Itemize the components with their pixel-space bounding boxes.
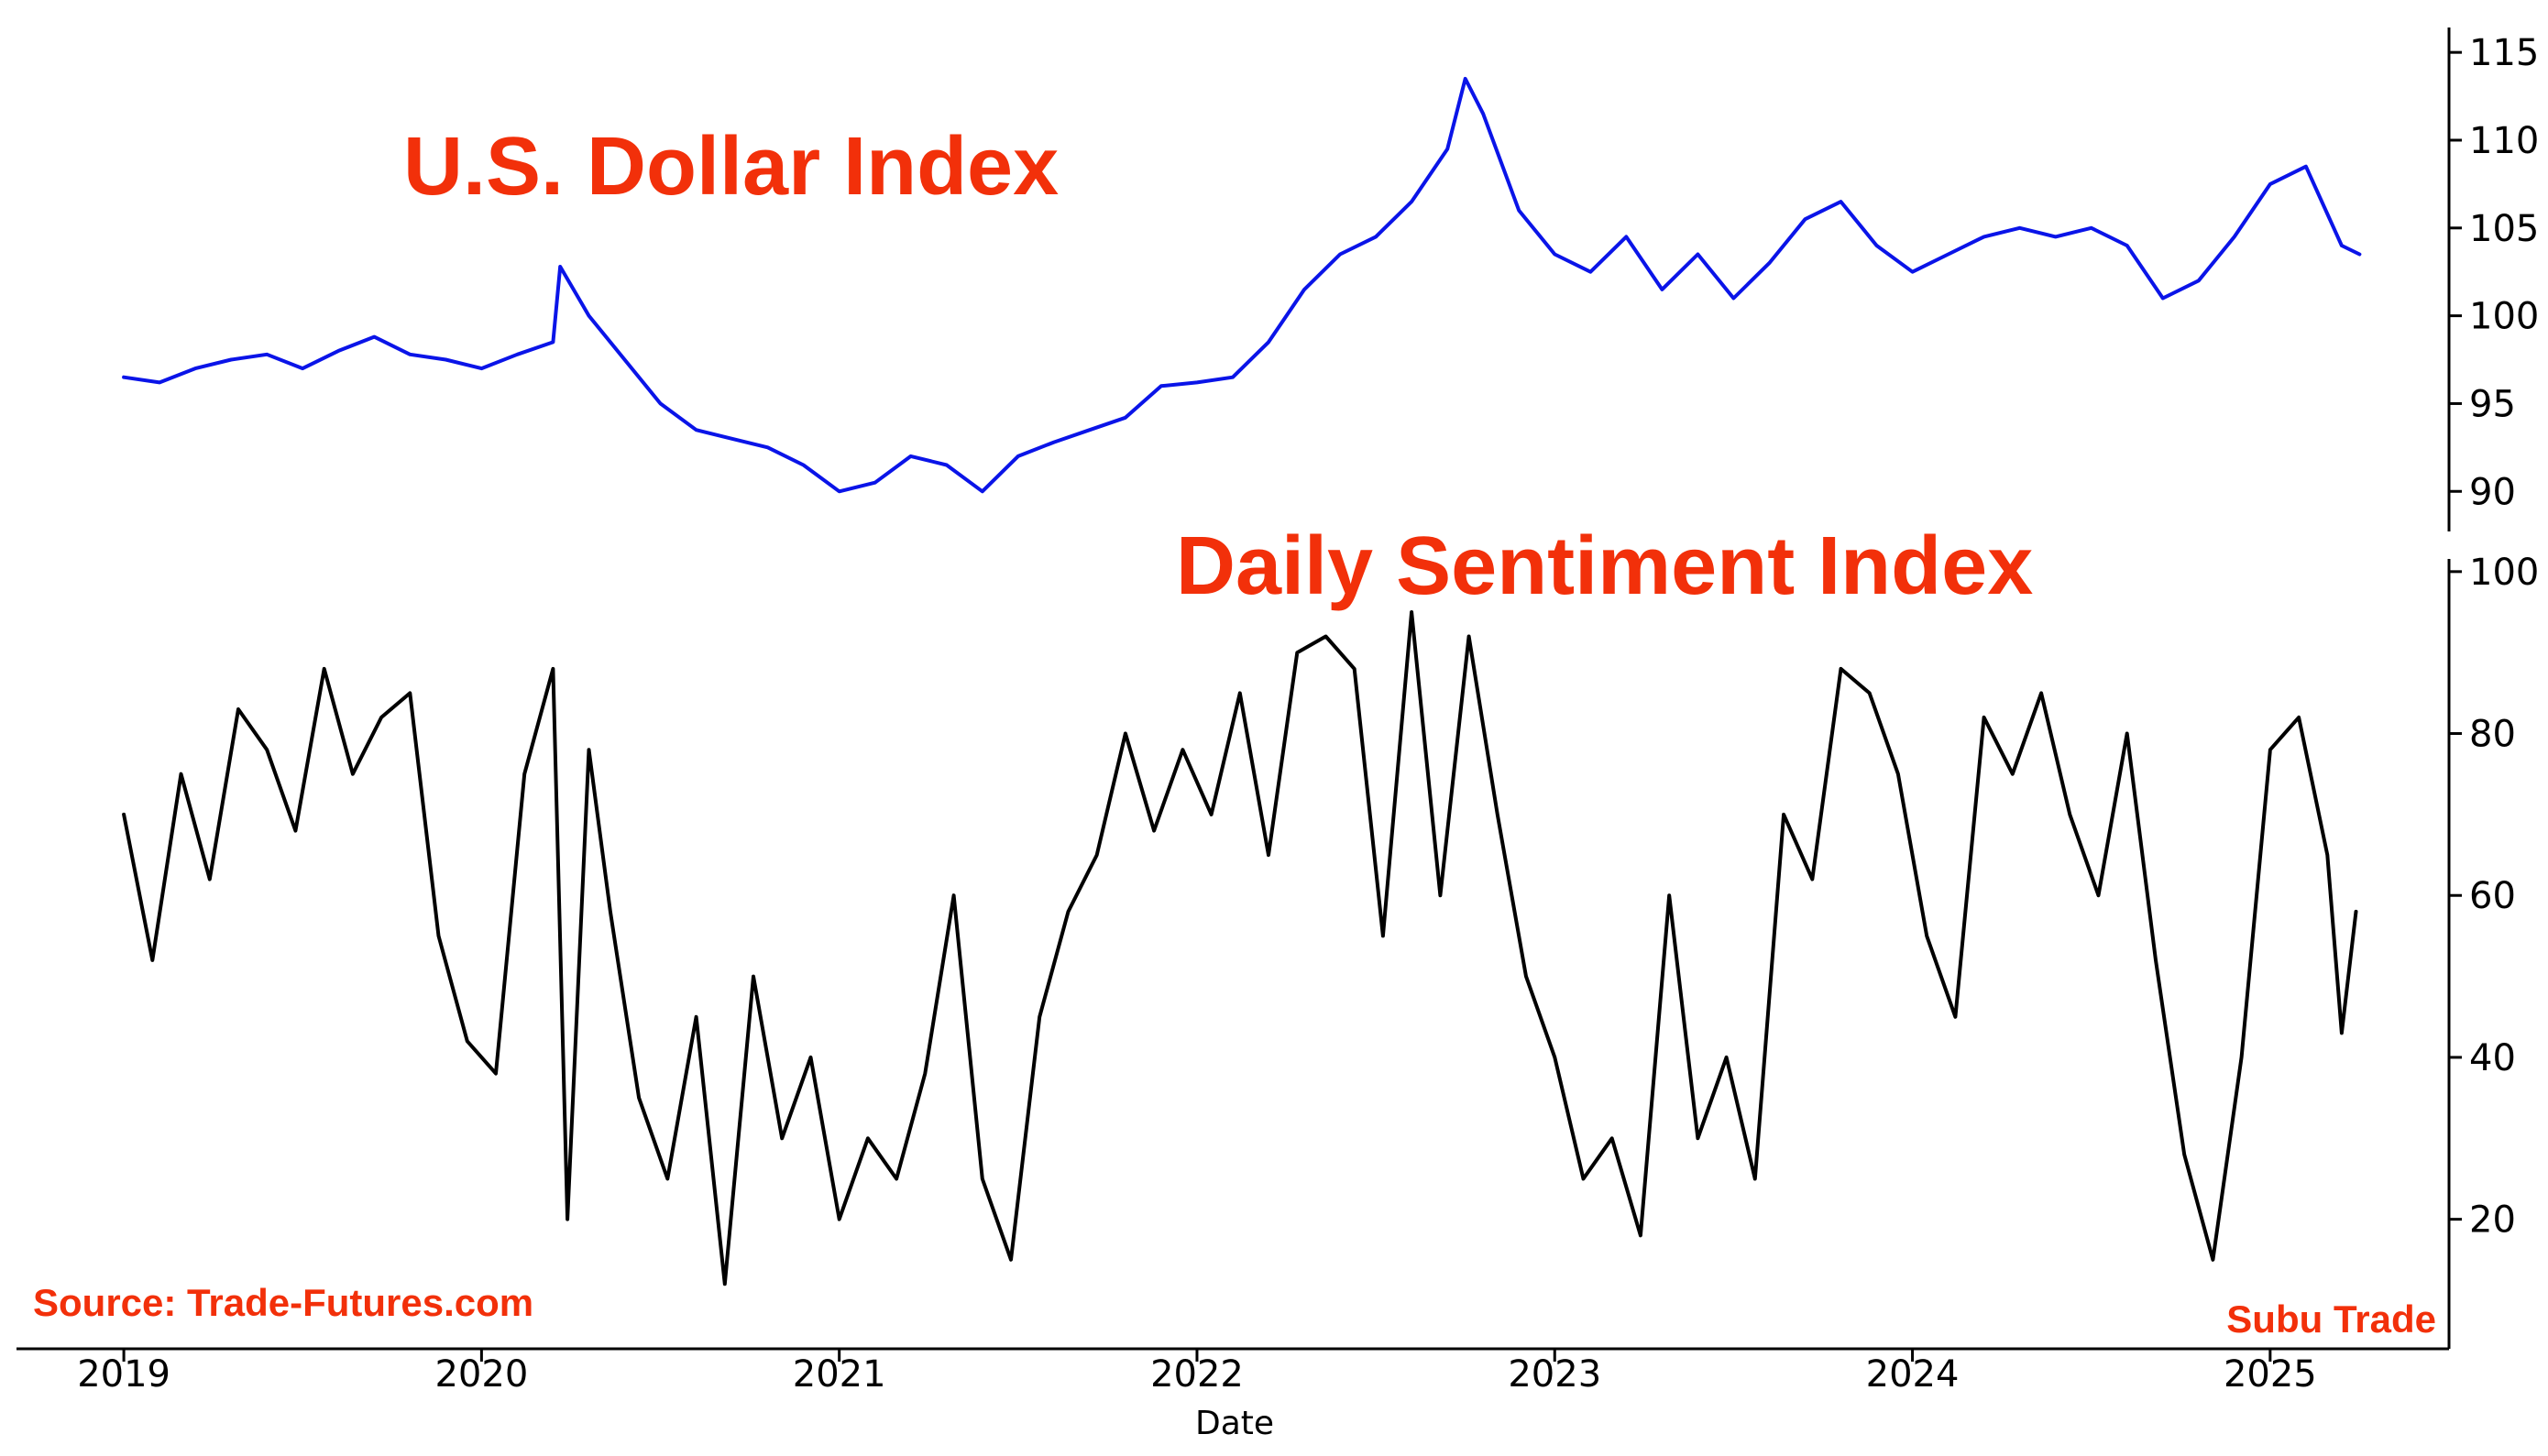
x-tick-label: 2025	[2224, 1353, 2317, 1396]
sentiment-index-line-layer	[122, 610, 2358, 1286]
dollar-y-tick-label: 105	[2469, 208, 2539, 250]
source-credit: Source: Trade-Futures.com	[33, 1281, 533, 1324]
sentiment-y-tick-label: 40	[2469, 1037, 2516, 1079]
x-tick-label: 2024	[1866, 1353, 1960, 1396]
x-tick-label: 2021	[793, 1353, 886, 1396]
dollar-y-tick-label: 110	[2469, 120, 2539, 162]
x-tick-label: 2023	[1508, 1353, 1601, 1396]
brand-credit: Subu Trade	[2226, 1297, 2436, 1341]
sentiment-index-series-line	[122, 610, 2358, 1286]
dollar-y-tick-label: 95	[2469, 383, 2516, 425]
x-tick-label: 2022	[1150, 1353, 1244, 1396]
x-axis-ticks: 2019 2020 2021 2022 2023 2024 2025	[77, 1349, 2317, 1396]
x-tick-label: 2020	[434, 1353, 528, 1396]
sentiment-y-tick-label: 60	[2469, 875, 2516, 917]
x-axis-label: Date	[1195, 1405, 1274, 1442]
sentiment-y-tick-label: 20	[2469, 1199, 2516, 1242]
dollar-index-title: U.S. Dollar Index	[403, 121, 1059, 213]
dollar-y-tick-label: 100	[2469, 296, 2539, 338]
sentiment-y-axis-ticks: 20 40 60 80 100	[2449, 552, 2539, 1242]
dollar-y-tick-label: 115	[2469, 32, 2539, 74]
dollar-y-axis-ticks: 90 95 100 105 110 115	[2449, 32, 2539, 513]
dollar-index-series-line	[122, 76, 2362, 494]
dollar-y-tick-label: 90	[2469, 471, 2516, 513]
sentiment-index-title: Daily Sentiment Index	[1176, 520, 2033, 612]
sentiment-y-tick-label: 100	[2469, 552, 2539, 594]
x-tick-label: 2019	[77, 1353, 170, 1396]
dollar-index-line-layer	[122, 76, 2362, 494]
sentiment-y-tick-label: 80	[2469, 714, 2516, 756]
